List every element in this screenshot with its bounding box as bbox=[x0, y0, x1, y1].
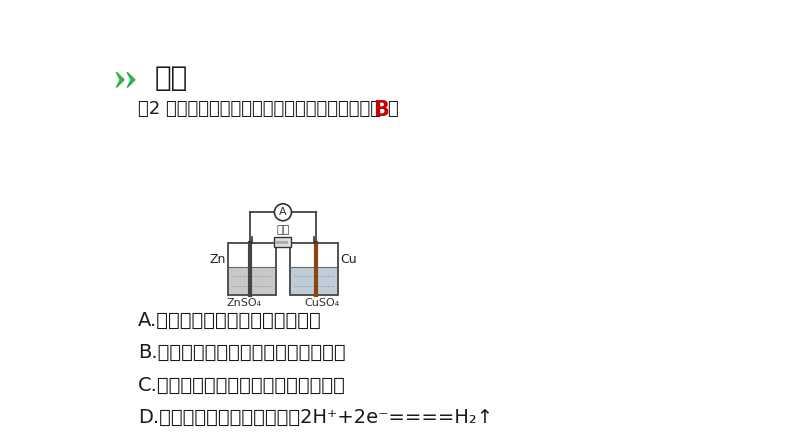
Text: Zn: Zn bbox=[209, 253, 225, 266]
Text: B.盐桥中的阳离子向硫酸铜溶液中迁移: B.盐桥中的阳离子向硫酸铜溶液中迁移 bbox=[138, 343, 345, 362]
Text: D.铜电极上发生的电极反应是2H⁺+2e⁻====H₂↑: D.铜电极上发生的电极反应是2H⁺+2e⁻====H₂↑ bbox=[138, 408, 493, 427]
Text: B: B bbox=[373, 100, 389, 120]
Text: CuSO₄: CuSO₄ bbox=[304, 299, 340, 308]
Bar bbox=[291, 266, 337, 294]
Polygon shape bbox=[116, 72, 124, 88]
Text: Cu: Cu bbox=[341, 253, 357, 266]
Text: 例2 关于下图所示的原电池，下列说法正确的是（: 例2 关于下图所示的原电池，下列说法正确的是（ bbox=[138, 100, 381, 118]
Text: A: A bbox=[279, 207, 287, 217]
Bar bbox=[228, 243, 276, 295]
Text: A.锌是电池的负极，发生还原反应: A.锌是电池的负极，发生还原反应 bbox=[138, 311, 322, 330]
Text: 例题: 例题 bbox=[155, 64, 188, 93]
Text: ZnSO₄: ZnSO₄ bbox=[226, 299, 261, 308]
Bar bbox=[229, 266, 275, 294]
Text: ）: ） bbox=[387, 100, 398, 118]
Bar bbox=[275, 237, 291, 247]
Bar bbox=[290, 243, 338, 295]
Text: C.电流从锌电极通过电流计流向铜电极: C.电流从锌电极通过电流计流向铜电极 bbox=[138, 375, 346, 395]
Polygon shape bbox=[127, 72, 135, 88]
Text: 盐桥: 盐桥 bbox=[276, 225, 290, 236]
Circle shape bbox=[275, 204, 291, 221]
